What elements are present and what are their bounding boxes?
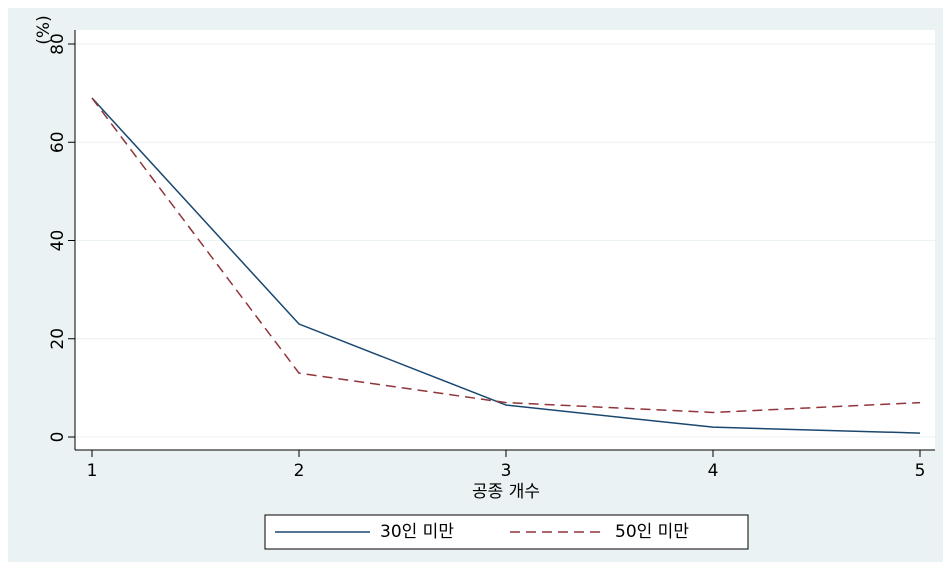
series-line [91,97,921,434]
x-tick-label: 5 [915,461,926,481]
legend-label: 50인 미만 [615,522,689,542]
y-tick-label: 60 [48,131,68,153]
x-tick-label: 3 [501,461,512,481]
y-tick-label: 0 [48,432,68,443]
x-tick-label: 4 [708,461,719,481]
series-line [91,97,921,414]
x-tick-label: 2 [294,461,305,481]
y-tick-label: 20 [48,328,68,350]
y-tick-label: 80 [48,33,68,55]
y-tick-label: 40 [48,230,68,252]
legend-label: 30인 미만 [380,522,454,542]
y-axis-title: (%) [34,15,54,44]
x-tick-label: 1 [87,461,98,481]
x-axis-title: 공종 개수 [472,482,540,502]
